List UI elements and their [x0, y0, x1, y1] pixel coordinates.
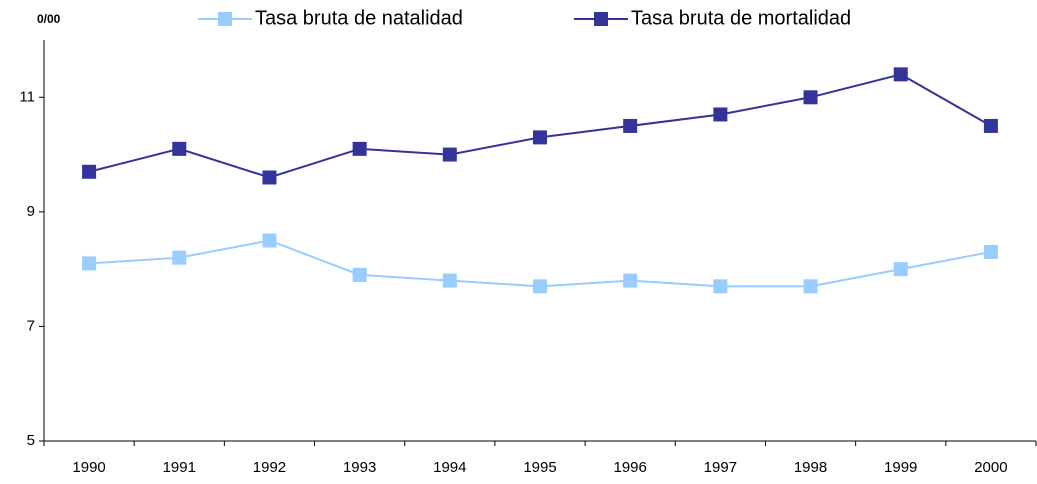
data-point [623, 273, 638, 288]
x-tick-label: 1997 [704, 459, 737, 476]
legend-marker [218, 12, 232, 26]
data-point [442, 147, 457, 162]
data-point [262, 233, 277, 248]
data-point [803, 279, 818, 294]
x-tick-label: 1995 [523, 459, 556, 476]
x-tick-label: 1993 [343, 459, 376, 476]
data-point [713, 107, 728, 122]
data-point [442, 273, 457, 288]
x-tick-label: 1991 [163, 459, 196, 476]
data-point [983, 244, 998, 259]
data-point [713, 279, 728, 294]
data-point [352, 141, 367, 156]
data-point [352, 267, 367, 282]
data-point [893, 262, 908, 277]
series-line [88, 73, 992, 179]
x-tick-label: 1990 [72, 459, 105, 476]
y-tick-label: 7 [27, 317, 35, 334]
data-point [893, 67, 908, 82]
legend-label: Tasa bruta de mortalidad [631, 7, 851, 29]
data-point [983, 118, 998, 133]
data-point [803, 90, 818, 105]
data-point [623, 118, 638, 133]
y-tick-label: 9 [27, 203, 35, 220]
y-tick-label: 5 [27, 432, 35, 449]
data-point [262, 170, 277, 185]
data-point [82, 164, 97, 179]
data-point [172, 250, 187, 265]
y-axis-label: 0/00 [37, 12, 61, 26]
data-point [172, 141, 187, 156]
x-tick-label: 1998 [794, 459, 827, 476]
data-point [533, 130, 547, 145]
x-tick-label: 1992 [253, 459, 286, 476]
x-tick-label: 1996 [613, 459, 646, 476]
x-tick-label: 1994 [433, 459, 466, 476]
y-tick-label: 11 [19, 88, 35, 105]
x-tick-label: 2000 [974, 459, 1007, 476]
x-tick-label: 1999 [884, 459, 917, 476]
data-point [533, 279, 547, 294]
legend-marker [594, 12, 608, 26]
data-point [82, 256, 97, 271]
legend-label: Tasa bruta de natalidad [255, 7, 463, 29]
